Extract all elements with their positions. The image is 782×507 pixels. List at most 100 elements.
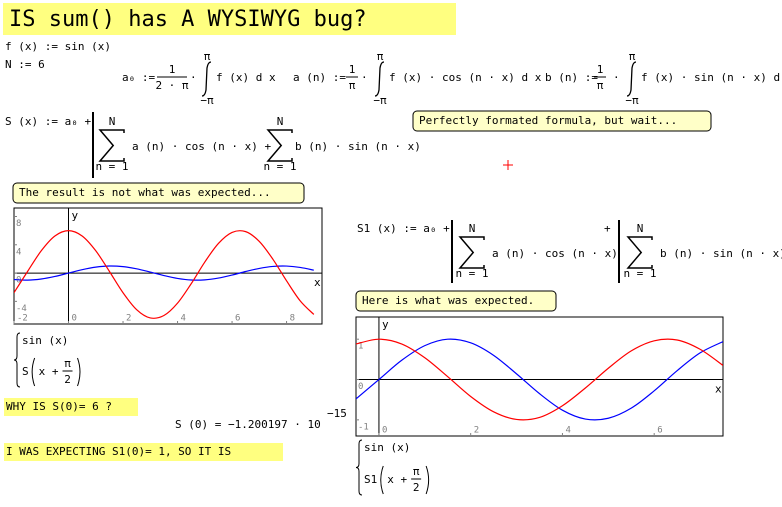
integral-lower: −π xyxy=(373,94,387,107)
integral-sign xyxy=(626,61,637,97)
integral-lower: −π xyxy=(625,94,639,107)
fraction-den: 2 xyxy=(64,373,71,386)
note: Perfectly formated formula, but wait... xyxy=(419,114,677,127)
sum-body: a (n) · cos (n · x) xyxy=(492,247,618,260)
definition: f (x) := sin (x) xyxy=(5,40,111,53)
fraction-num: π xyxy=(413,465,420,478)
sum-sign xyxy=(266,129,293,162)
x-tick-label: 6 xyxy=(235,314,240,324)
y-tick-label: 4 xyxy=(16,247,21,257)
x-tick-label: 6 xyxy=(657,426,662,436)
sum-lower: n = 1 xyxy=(263,160,296,173)
highlight xyxy=(4,398,138,416)
y-axis-label: y xyxy=(382,318,389,331)
paren xyxy=(31,357,36,387)
formula-lhs: S (x) := a₀ + xyxy=(5,115,91,128)
paren xyxy=(425,465,430,495)
sum-sign xyxy=(458,236,485,269)
plot-frame xyxy=(355,316,724,437)
title: IS sum() has A WYSIWYG bug? xyxy=(9,7,367,32)
result-exponent: −15 xyxy=(327,407,347,420)
fraction-den: 2 · π xyxy=(155,79,188,92)
x-tick-label: 8 xyxy=(290,314,295,324)
operator: · xyxy=(613,71,620,84)
sum-upper: N xyxy=(109,115,116,128)
sum-lower: n = 1 xyxy=(623,267,656,280)
sum-upper: N xyxy=(277,115,284,128)
title-box xyxy=(3,3,456,35)
operator: · xyxy=(190,71,197,84)
fraction-num: 1 xyxy=(169,63,176,76)
x-tick-label: 0 xyxy=(382,426,387,436)
x-axis-label: x xyxy=(715,383,722,396)
sum-upper: N xyxy=(469,222,476,235)
integral-lower: −π xyxy=(200,94,214,107)
x-axis-label: x xyxy=(314,276,321,289)
sum-sign xyxy=(626,236,653,269)
formula-lhs: b (n) := xyxy=(545,71,598,84)
integral-sign xyxy=(374,61,385,97)
formula-lhs: a (n) := xyxy=(293,71,346,84)
result: S (0) = −1.200197 · 10 xyxy=(175,418,321,431)
sum-lower: n = 1 xyxy=(95,160,128,173)
x-tick-label: 4 xyxy=(565,426,570,436)
formula-lhs: S1 (x) := a₀ + xyxy=(357,222,450,235)
integrand: f (x) · cos (n · x) d x xyxy=(389,71,542,84)
note: The result is not what was expected... xyxy=(19,186,271,199)
fraction-den: π xyxy=(349,79,356,92)
y-tick-label: -1 xyxy=(358,422,369,432)
sum-body: a (n) · cos (n · x) + xyxy=(132,140,271,153)
curve xyxy=(14,230,315,319)
sum-body: b (n) · sin (n · x) xyxy=(295,140,421,153)
note-box xyxy=(355,290,557,312)
integral-upper: π xyxy=(377,50,384,63)
curve xyxy=(356,338,723,421)
x-tick-label: 4 xyxy=(181,314,186,324)
x-tick-label: 2 xyxy=(474,426,479,436)
trace-label: sin (x) xyxy=(22,334,68,347)
x-tick-label: -2 xyxy=(17,314,28,324)
trace-label: x + xyxy=(39,365,59,378)
y-tick-label: 1 xyxy=(358,342,363,352)
fraction-num: 1 xyxy=(597,63,604,76)
brace xyxy=(355,439,363,496)
integrand: f (x) · sin (n · x) d x xyxy=(641,71,782,84)
note-box xyxy=(412,110,712,132)
question: WHY IS S(0)= 6 ? xyxy=(6,400,112,413)
trace-label: S xyxy=(22,365,29,378)
integral-sign xyxy=(201,61,212,97)
y-tick-label: 8 xyxy=(16,219,21,229)
y-tick-label: -4 xyxy=(16,304,27,314)
sum-upper: N xyxy=(637,222,644,235)
curve xyxy=(356,338,723,421)
plot-frame xyxy=(13,207,323,325)
sum-lower: n = 1 xyxy=(455,267,488,280)
sum-body: b (n) · sin (n · x) xyxy=(660,247,782,260)
fraction-den: π xyxy=(597,79,604,92)
trace-label: sin (x) xyxy=(364,441,410,454)
integrand: f (x) d x xyxy=(216,71,276,84)
formula-lhs: a₀ := xyxy=(122,71,155,84)
definition: N := 6 xyxy=(5,58,45,71)
y-tick-label: 0 xyxy=(16,276,21,286)
operator: · xyxy=(361,71,368,84)
paren xyxy=(380,465,384,495)
sum-sign xyxy=(98,129,125,162)
brace xyxy=(13,332,21,388)
trace-label: x + xyxy=(387,473,407,486)
conclusion: I WAS EXPECTING S1(0)= 1, SO IT IS xyxy=(6,445,231,458)
x-tick-label: 2 xyxy=(126,314,131,324)
fraction-num: π xyxy=(64,357,71,370)
fraction-num: 1 xyxy=(349,63,356,76)
curve xyxy=(14,265,314,281)
paren xyxy=(77,357,81,387)
operator: + xyxy=(604,222,611,235)
y-tick-label: 0 xyxy=(358,382,363,392)
integral-upper: π xyxy=(629,50,636,63)
x-tick-label: 0 xyxy=(72,314,77,324)
trace-label: S1 xyxy=(364,473,377,486)
y-axis-label: y xyxy=(72,209,79,222)
note-box xyxy=(12,182,305,204)
